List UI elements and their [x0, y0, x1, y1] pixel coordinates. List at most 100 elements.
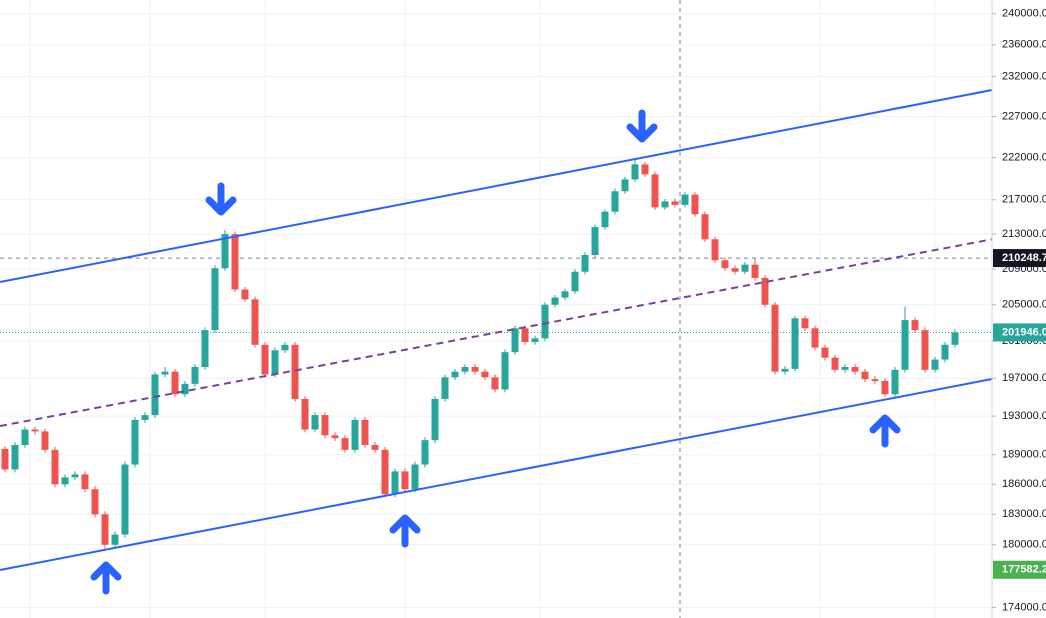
price-label: 210248.7 — [1002, 252, 1046, 264]
candle-body — [131, 419, 139, 465]
candle-body — [371, 444, 379, 450]
drawings — [0, 0, 1016, 618]
candle-body — [461, 367, 469, 372]
candle-body — [721, 260, 729, 269]
candle-body — [551, 297, 559, 305]
candle-body — [41, 431, 49, 450]
candle-body — [311, 415, 319, 430]
candle-body — [201, 330, 209, 368]
candle-body — [101, 514, 109, 545]
channel-lower — [0, 378, 993, 571]
y-tick-label: 186000.0 — [1002, 478, 1046, 490]
candle-body — [751, 264, 759, 278]
candle-body — [841, 367, 849, 370]
arrow-down — [205, 182, 237, 216]
candle-body — [571, 271, 579, 292]
candle-body — [291, 344, 299, 399]
candle-body — [511, 328, 519, 353]
candle-body — [191, 367, 199, 384]
y-tick-label: 236000.0 — [1002, 39, 1046, 51]
price-label: 177582.2 — [1002, 564, 1046, 576]
candle-body — [241, 289, 249, 300]
candle-body — [761, 277, 769, 305]
arrow-up — [869, 414, 901, 448]
candle-body — [11, 444, 19, 470]
candle-body — [21, 429, 29, 445]
price-label-box — [993, 560, 1046, 579]
candle-body — [81, 474, 89, 490]
candle-body — [441, 377, 449, 399]
candle-body — [871, 379, 879, 382]
channel-upper — [0, 89, 993, 283]
candle-body — [151, 374, 159, 416]
candle-body — [401, 471, 409, 490]
arrow-down — [626, 109, 658, 143]
candle-body — [771, 304, 779, 372]
candle-body — [791, 318, 799, 369]
candle-body — [541, 304, 549, 339]
arrow-up — [389, 514, 421, 548]
y-tick-label: 174000.0 — [1002, 601, 1046, 613]
candle-body — [351, 419, 359, 450]
candle-body — [741, 264, 749, 272]
candle-body — [851, 367, 859, 372]
y-tick-label: 197000.0 — [1002, 372, 1046, 384]
candle-body — [421, 440, 429, 465]
candle-body — [831, 357, 839, 370]
channel-middle — [0, 234, 1016, 427]
candle-body — [391, 471, 399, 495]
candle-body — [941, 344, 949, 360]
candle-body — [951, 332, 959, 345]
candle-body — [231, 234, 239, 290]
y-tick-label: 227000.0 — [1002, 110, 1046, 122]
candle-body — [31, 429, 39, 432]
y-tick-label: 189000.0 — [1002, 449, 1046, 461]
candle-body — [341, 438, 349, 450]
candle-body — [631, 164, 639, 180]
y-tick-label: 217000.0 — [1002, 194, 1046, 206]
candle-body — [181, 383, 189, 395]
candle-body — [711, 239, 719, 261]
y-tick-label: 205000.0 — [1002, 299, 1046, 311]
candle-body — [621, 179, 629, 192]
candle-body — [801, 318, 809, 329]
candle-body — [61, 477, 69, 485]
candle-body — [251, 299, 259, 345]
candle-body — [641, 164, 649, 175]
candle-body — [691, 194, 699, 215]
y-tick-label: 240000.0 — [1002, 8, 1046, 20]
candle-body — [681, 194, 689, 205]
candle-body — [901, 320, 909, 370]
candle-body — [891, 369, 899, 395]
y-tick-label: 213000.0 — [1002, 228, 1046, 240]
candle-body — [861, 371, 869, 380]
price-axis — [992, 0, 1046, 618]
candle-body — [91, 489, 99, 515]
candle-body — [821, 347, 829, 358]
candle-body — [611, 191, 619, 212]
candle-body — [301, 398, 309, 430]
candle-body — [661, 201, 669, 208]
candle-body — [491, 377, 499, 390]
candle-body — [811, 328, 819, 348]
candle-body — [481, 371, 489, 378]
candle-body — [161, 371, 169, 375]
candle-body — [381, 449, 389, 495]
candle-body — [321, 415, 329, 436]
price-label: 201946.0 — [1002, 326, 1046, 338]
candle-body — [451, 371, 459, 378]
candle-body — [931, 359, 939, 370]
candle-body — [171, 371, 179, 395]
candle-body — [261, 344, 269, 375]
candle-body — [211, 268, 219, 331]
candle-body — [781, 368, 789, 372]
y-tick-label: 180000.0 — [1002, 539, 1046, 551]
candle-body — [911, 320, 919, 331]
candle-body — [51, 449, 59, 485]
candle-body — [111, 534, 119, 545]
candle-body — [121, 464, 129, 535]
candle-body — [921, 330, 929, 370]
candle-body — [731, 268, 739, 272]
candle-body — [501, 352, 509, 390]
